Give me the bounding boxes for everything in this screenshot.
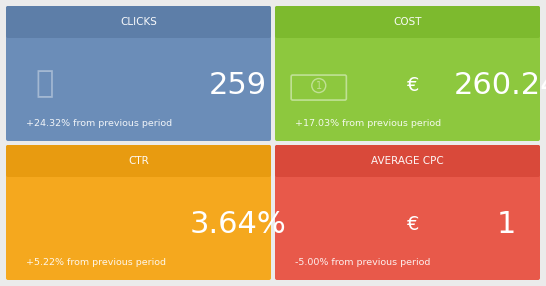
- FancyBboxPatch shape: [6, 145, 271, 280]
- Text: €: €: [407, 76, 419, 95]
- Bar: [10, 22, 267, 36]
- Bar: [279, 161, 536, 175]
- Text: COST: COST: [393, 17, 422, 27]
- FancyBboxPatch shape: [275, 6, 540, 38]
- Text: 3.64%: 3.64%: [189, 210, 286, 239]
- FancyBboxPatch shape: [6, 145, 271, 177]
- Text: 1: 1: [316, 81, 322, 91]
- Text: 1: 1: [497, 210, 517, 239]
- Text: CTR: CTR: [128, 156, 149, 166]
- FancyBboxPatch shape: [6, 6, 271, 38]
- Text: AVERAGE CPC: AVERAGE CPC: [371, 156, 444, 166]
- Text: +17.03% from previous period: +17.03% from previous period: [295, 119, 441, 128]
- Bar: [10, 161, 267, 175]
- Text: CLICKS: CLICKS: [120, 17, 157, 27]
- FancyBboxPatch shape: [275, 145, 540, 177]
- Text: €: €: [407, 215, 419, 234]
- Bar: [279, 22, 536, 36]
- Text: -5.00% from previous period: -5.00% from previous period: [295, 258, 431, 267]
- Text: 259: 259: [209, 71, 267, 100]
- Text: +5.22% from previous period: +5.22% from previous period: [26, 258, 167, 267]
- Text: +24.32% from previous period: +24.32% from previous period: [26, 119, 173, 128]
- Text: 260.24: 260.24: [453, 71, 546, 100]
- FancyBboxPatch shape: [275, 145, 540, 280]
- FancyBboxPatch shape: [275, 6, 540, 141]
- Text: 👎: 👎: [35, 69, 54, 98]
- FancyBboxPatch shape: [6, 6, 271, 141]
